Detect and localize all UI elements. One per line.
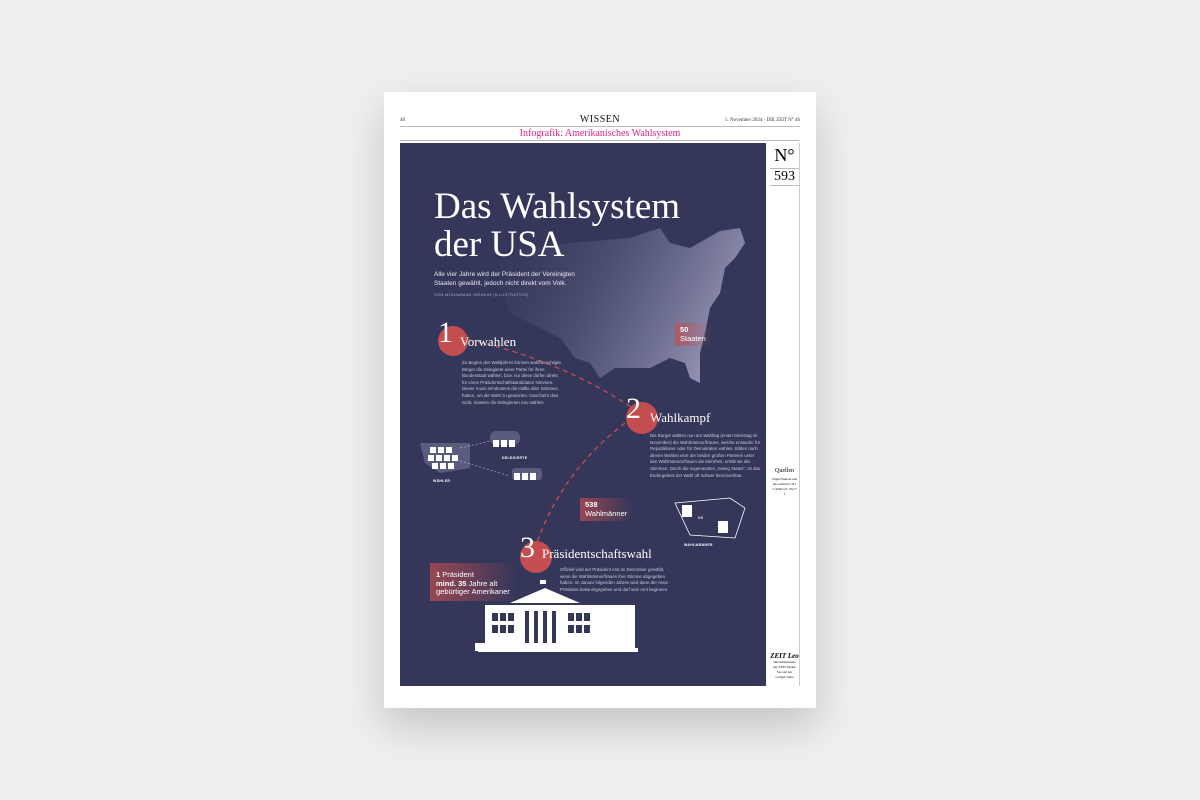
infographic-title: Das Wahlsystem der USA <box>434 186 681 265</box>
infographic-number: 593 <box>770 168 799 186</box>
step-2-text: Die Bürger wählen nun am Wahltag (erster… <box>650 433 761 478</box>
byline: VON MOHAMMAD IBRAHIM (ILLUSTRATION) <box>434 292 529 297</box>
republican-elephant-icon <box>490 431 520 447</box>
voters-label: WÄHLER <box>433 479 451 483</box>
step-2-number: 2 <box>626 392 641 425</box>
divider <box>400 126 800 127</box>
zeit-leo-logo: ZEIT Leo <box>770 652 799 660</box>
dashed-path-2-3 <box>534 422 626 549</box>
step-1-circle <box>438 326 468 356</box>
delegates-label: DELEGIERTE <box>502 456 528 460</box>
divider <box>400 140 800 141</box>
kicker: Infografik: Amerikanisches Wahlsystem <box>519 128 681 139</box>
issue-date: 5. November 2024 · DIE ZEIT N° 46 <box>725 118 800 123</box>
democrat-donkey-icon <box>512 468 542 480</box>
president-box: 1 Präsident mind. 35 Jahre alt gebürtiger … <box>430 563 516 601</box>
vs-label: VS <box>698 516 704 520</box>
step-3-number: 3 <box>520 531 535 564</box>
step-3-title: Präsidentschaftswahl <box>542 546 652 561</box>
electors-map-icon <box>674 497 746 539</box>
number-symbol: N° <box>774 145 795 165</box>
connector-lines <box>459 439 511 477</box>
step-2-title: Wahlkampf <box>650 410 711 425</box>
step-1-title: Vorwahlen <box>460 334 517 349</box>
electors-label: WAHLMÄNNER <box>684 543 713 547</box>
zeit-leo-text: Die Kinderseite der ZEIT finden Sie auf … <box>773 660 796 679</box>
lead-text: Alle vier Jahre wird der Präsident der V… <box>434 271 575 287</box>
page-header: 48 WISSEN 5. November 2024 · DIE ZEIT N°… <box>400 114 800 126</box>
step-1-number: 1 <box>438 316 453 349</box>
step-3-circle <box>520 541 552 573</box>
step-1-text: Zu Beginn des Wahljahres können wahlbere… <box>462 360 561 405</box>
step-2-circle <box>626 402 658 434</box>
white-house-icon <box>475 580 638 652</box>
infographic-panel: Das Wahlsystem der USA Alle vier Jahre wi… <box>400 143 766 686</box>
dashed-path-1-2 <box>459 337 641 414</box>
newspaper-page: 48 WISSEN 5. November 2024 · DIE ZEIT N°… <box>384 92 816 708</box>
sources-text: bitget/Statista unsafe.com/bot ch/?v=jDk… <box>772 477 797 496</box>
sidebar: N° 593 Quellen bitget/Statista unsafe.co… <box>770 143 800 686</box>
states-box: 50 Staaten <box>675 323 711 346</box>
sources-title: Quellen <box>775 468 794 474</box>
electors-box: 538 Wahlmänner <box>580 498 633 521</box>
step-3-text: Offiziell wird der Präsident erst im Dez… <box>560 567 669 592</box>
voters-icon <box>420 443 470 473</box>
page-number: 48 <box>400 118 405 123</box>
section-title: WISSEN <box>579 114 621 125</box>
